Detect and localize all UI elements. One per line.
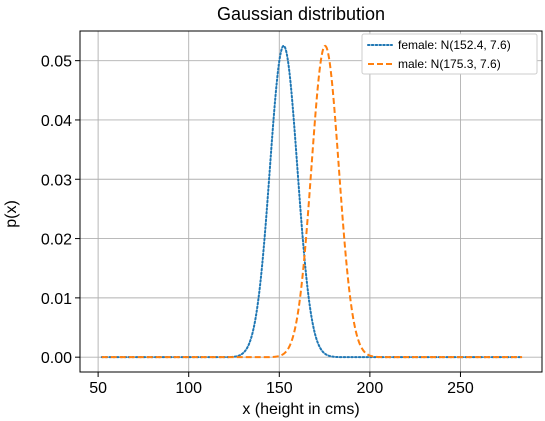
grid xyxy=(80,31,542,372)
legend: female: N(152.4, 7.6) male: N(175.3, 7.6… xyxy=(361,33,538,75)
x-tick-label: 200 xyxy=(357,380,384,397)
plot-frame xyxy=(79,30,543,373)
x-tick-label: 150 xyxy=(266,380,293,397)
series-line-0 xyxy=(100,44,524,359)
y-tick-label: 0.05 xyxy=(41,54,72,71)
chart-title: Gaussian distribution xyxy=(217,4,385,24)
y-tick-label: 0.04 xyxy=(41,113,72,130)
series-layer xyxy=(100,44,524,359)
y-tick-label: 0.03 xyxy=(41,172,72,189)
legend-box xyxy=(361,33,538,75)
ticks: 50 100 150 200 250 0.00 0.01 0.02 0.03 0.04 0.05 xyxy=(41,54,474,397)
y-tick-label: 0.02 xyxy=(41,232,72,249)
series-line-1 xyxy=(101,44,523,359)
x-tick-label: 100 xyxy=(175,380,202,397)
y-tick-label: 0.00 xyxy=(41,350,72,367)
x-axis-label: x (height in cms) xyxy=(242,401,359,418)
legend-entry-male: male: N(175.3, 7.6) xyxy=(398,57,501,71)
y-axis-label: p(x) xyxy=(3,200,20,228)
x-tick-label: 50 xyxy=(89,380,107,397)
y-tick-label: 0.01 xyxy=(41,291,72,308)
legend-entry-female: female: N(152.4, 7.6) xyxy=(398,38,511,52)
x-tick-label: 250 xyxy=(447,380,474,397)
